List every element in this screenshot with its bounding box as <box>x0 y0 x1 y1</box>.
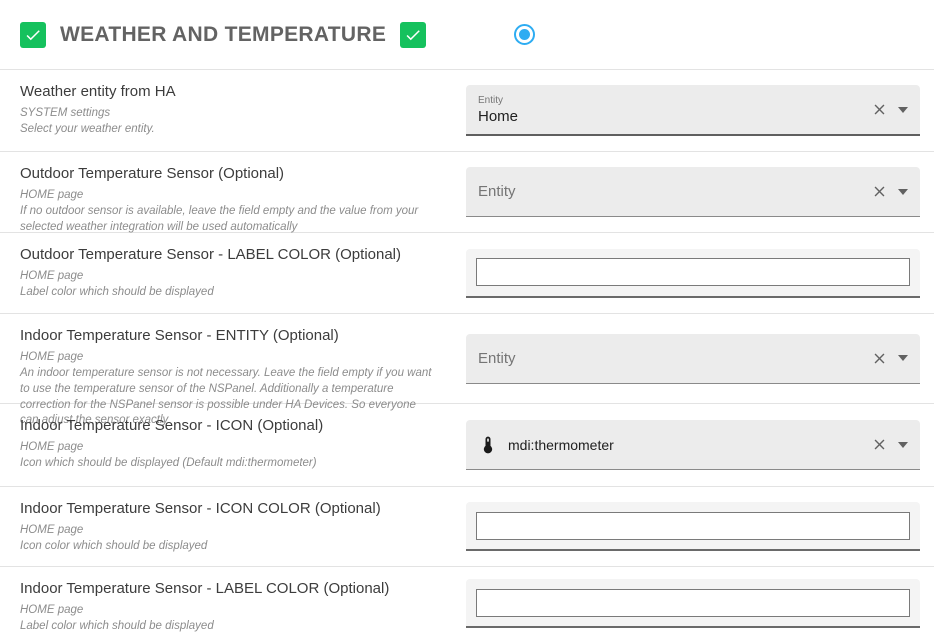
clear-icon[interactable] <box>871 350 888 367</box>
color-input-panel <box>466 502 920 551</box>
chevron-down-icon[interactable] <box>898 441 908 448</box>
setting-row-outdoor-sensor: Outdoor Temperature Sensor (Optional) HO… <box>0 152 934 233</box>
row-subtitle: HOME page <box>20 604 84 616</box>
row-description: Select your weather entity. <box>20 122 155 135</box>
outdoor-sensor-select[interactable]: Entity <box>466 167 920 217</box>
row-description: Icon color which should be displayed <box>20 539 208 552</box>
clear-icon[interactable] <box>871 436 888 453</box>
indoor-entity-select[interactable]: Entity <box>466 333 920 384</box>
row-title: Outdoor Temperature Sensor (Optional) <box>20 165 285 182</box>
outdoor-label-color-input[interactable] <box>476 258 910 286</box>
row-title: Weather entity from HA <box>20 83 176 100</box>
row-text: Outdoor Temperature Sensor (Optional) HO… <box>0 152 466 236</box>
color-input-panel <box>466 579 920 628</box>
chevron-down-icon[interactable] <box>898 106 908 113</box>
indoor-label-color-input[interactable] <box>476 588 910 617</box>
clear-icon[interactable] <box>871 101 888 118</box>
row-text: Indoor Temperature Sensor - ENTITY (Opti… <box>0 314 466 429</box>
weather-entity-select[interactable]: Entity Home <box>466 85 920 136</box>
setting-row-indoor-icon: Indoor Temperature Sensor - ICON (Option… <box>0 404 934 487</box>
row-description: Label color which should be displayed <box>20 285 214 298</box>
row-subtitle: HOME page <box>20 351 84 363</box>
row-subtitle: SYSTEM settings <box>20 107 111 119</box>
row-description: Icon which should be displayed (Default … <box>20 456 317 469</box>
select-value: Home <box>478 107 519 125</box>
row-text: Indoor Temperature Sensor - ICON COLOR (… <box>0 487 466 555</box>
row-title: Indoor Temperature Sensor - ICON (Option… <box>20 417 324 434</box>
row-subtitle: HOME page <box>20 441 84 453</box>
setting-row-weather-entity: Weather entity from HA SYSTEM settings S… <box>0 70 934 152</box>
chevron-down-icon[interactable] <box>898 355 908 361</box>
radio-dot <box>519 29 531 40</box>
setting-row-outdoor-label-color: Outdoor Temperature Sensor - LABEL COLOR… <box>0 233 934 314</box>
row-text: Weather entity from HA SYSTEM settings S… <box>0 70 466 138</box>
color-input-panel <box>466 248 920 298</box>
row-description: Label color which should be displayed <box>20 619 214 632</box>
select-text: Entity Home <box>478 95 871 125</box>
select-placeholder: Entity <box>478 349 516 367</box>
section-secondary-checkbox[interactable] <box>400 21 427 48</box>
checkmark-icon <box>406 29 420 40</box>
setting-row-indoor-entity: Indoor Temperature Sensor - ENTITY (Opti… <box>0 314 934 426</box>
select-placeholder: Entity <box>478 183 516 200</box>
select-value: mdi:thermometer <box>508 436 614 453</box>
indoor-icon-select[interactable]: mdi:thermometer <box>466 420 920 470</box>
row-title: Indoor Temperature Sensor - LABEL COLOR … <box>20 580 390 597</box>
row-text: Outdoor Temperature Sensor - LABEL COLOR… <box>0 233 466 301</box>
row-subtitle: HOME page <box>20 189 84 201</box>
section-header: WEATHER AND TEMPERATURE <box>0 0 934 70</box>
row-description: If no outdoor sensor is available, leave… <box>20 204 419 233</box>
section-title: WEATHER AND TEMPERATURE <box>60 22 387 46</box>
row-subtitle: HOME page <box>20 270 84 282</box>
row-title: Indoor Temperature Sensor - ENTITY (Opti… <box>20 327 339 344</box>
row-title: Indoor Temperature Sensor - ICON COLOR (… <box>20 500 381 517</box>
clear-icon[interactable] <box>871 183 888 200</box>
checkmark-icon <box>26 29 40 40</box>
setting-row-indoor-icon-color: Indoor Temperature Sensor - ICON COLOR (… <box>0 487 934 567</box>
select-label: Entity <box>478 94 504 106</box>
thermometer-icon <box>483 436 493 453</box>
row-text: Indoor Temperature Sensor - ICON (Option… <box>0 404 466 472</box>
row-subtitle: HOME page <box>20 524 84 536</box>
row-description: An indoor temperature sensor is not nece… <box>20 366 432 427</box>
indoor-icon-color-input[interactable] <box>476 511 910 540</box>
setting-row-indoor-label-color: Indoor Temperature Sensor - LABEL COLOR … <box>0 567 934 640</box>
row-title: Outdoor Temperature Sensor - LABEL COLOR… <box>20 246 402 263</box>
section-radio-button[interactable] <box>514 24 536 45</box>
row-text: Indoor Temperature Sensor - LABEL COLOR … <box>0 567 466 635</box>
section-enable-checkbox[interactable] <box>20 21 46 48</box>
chevron-down-icon[interactable] <box>898 188 908 195</box>
